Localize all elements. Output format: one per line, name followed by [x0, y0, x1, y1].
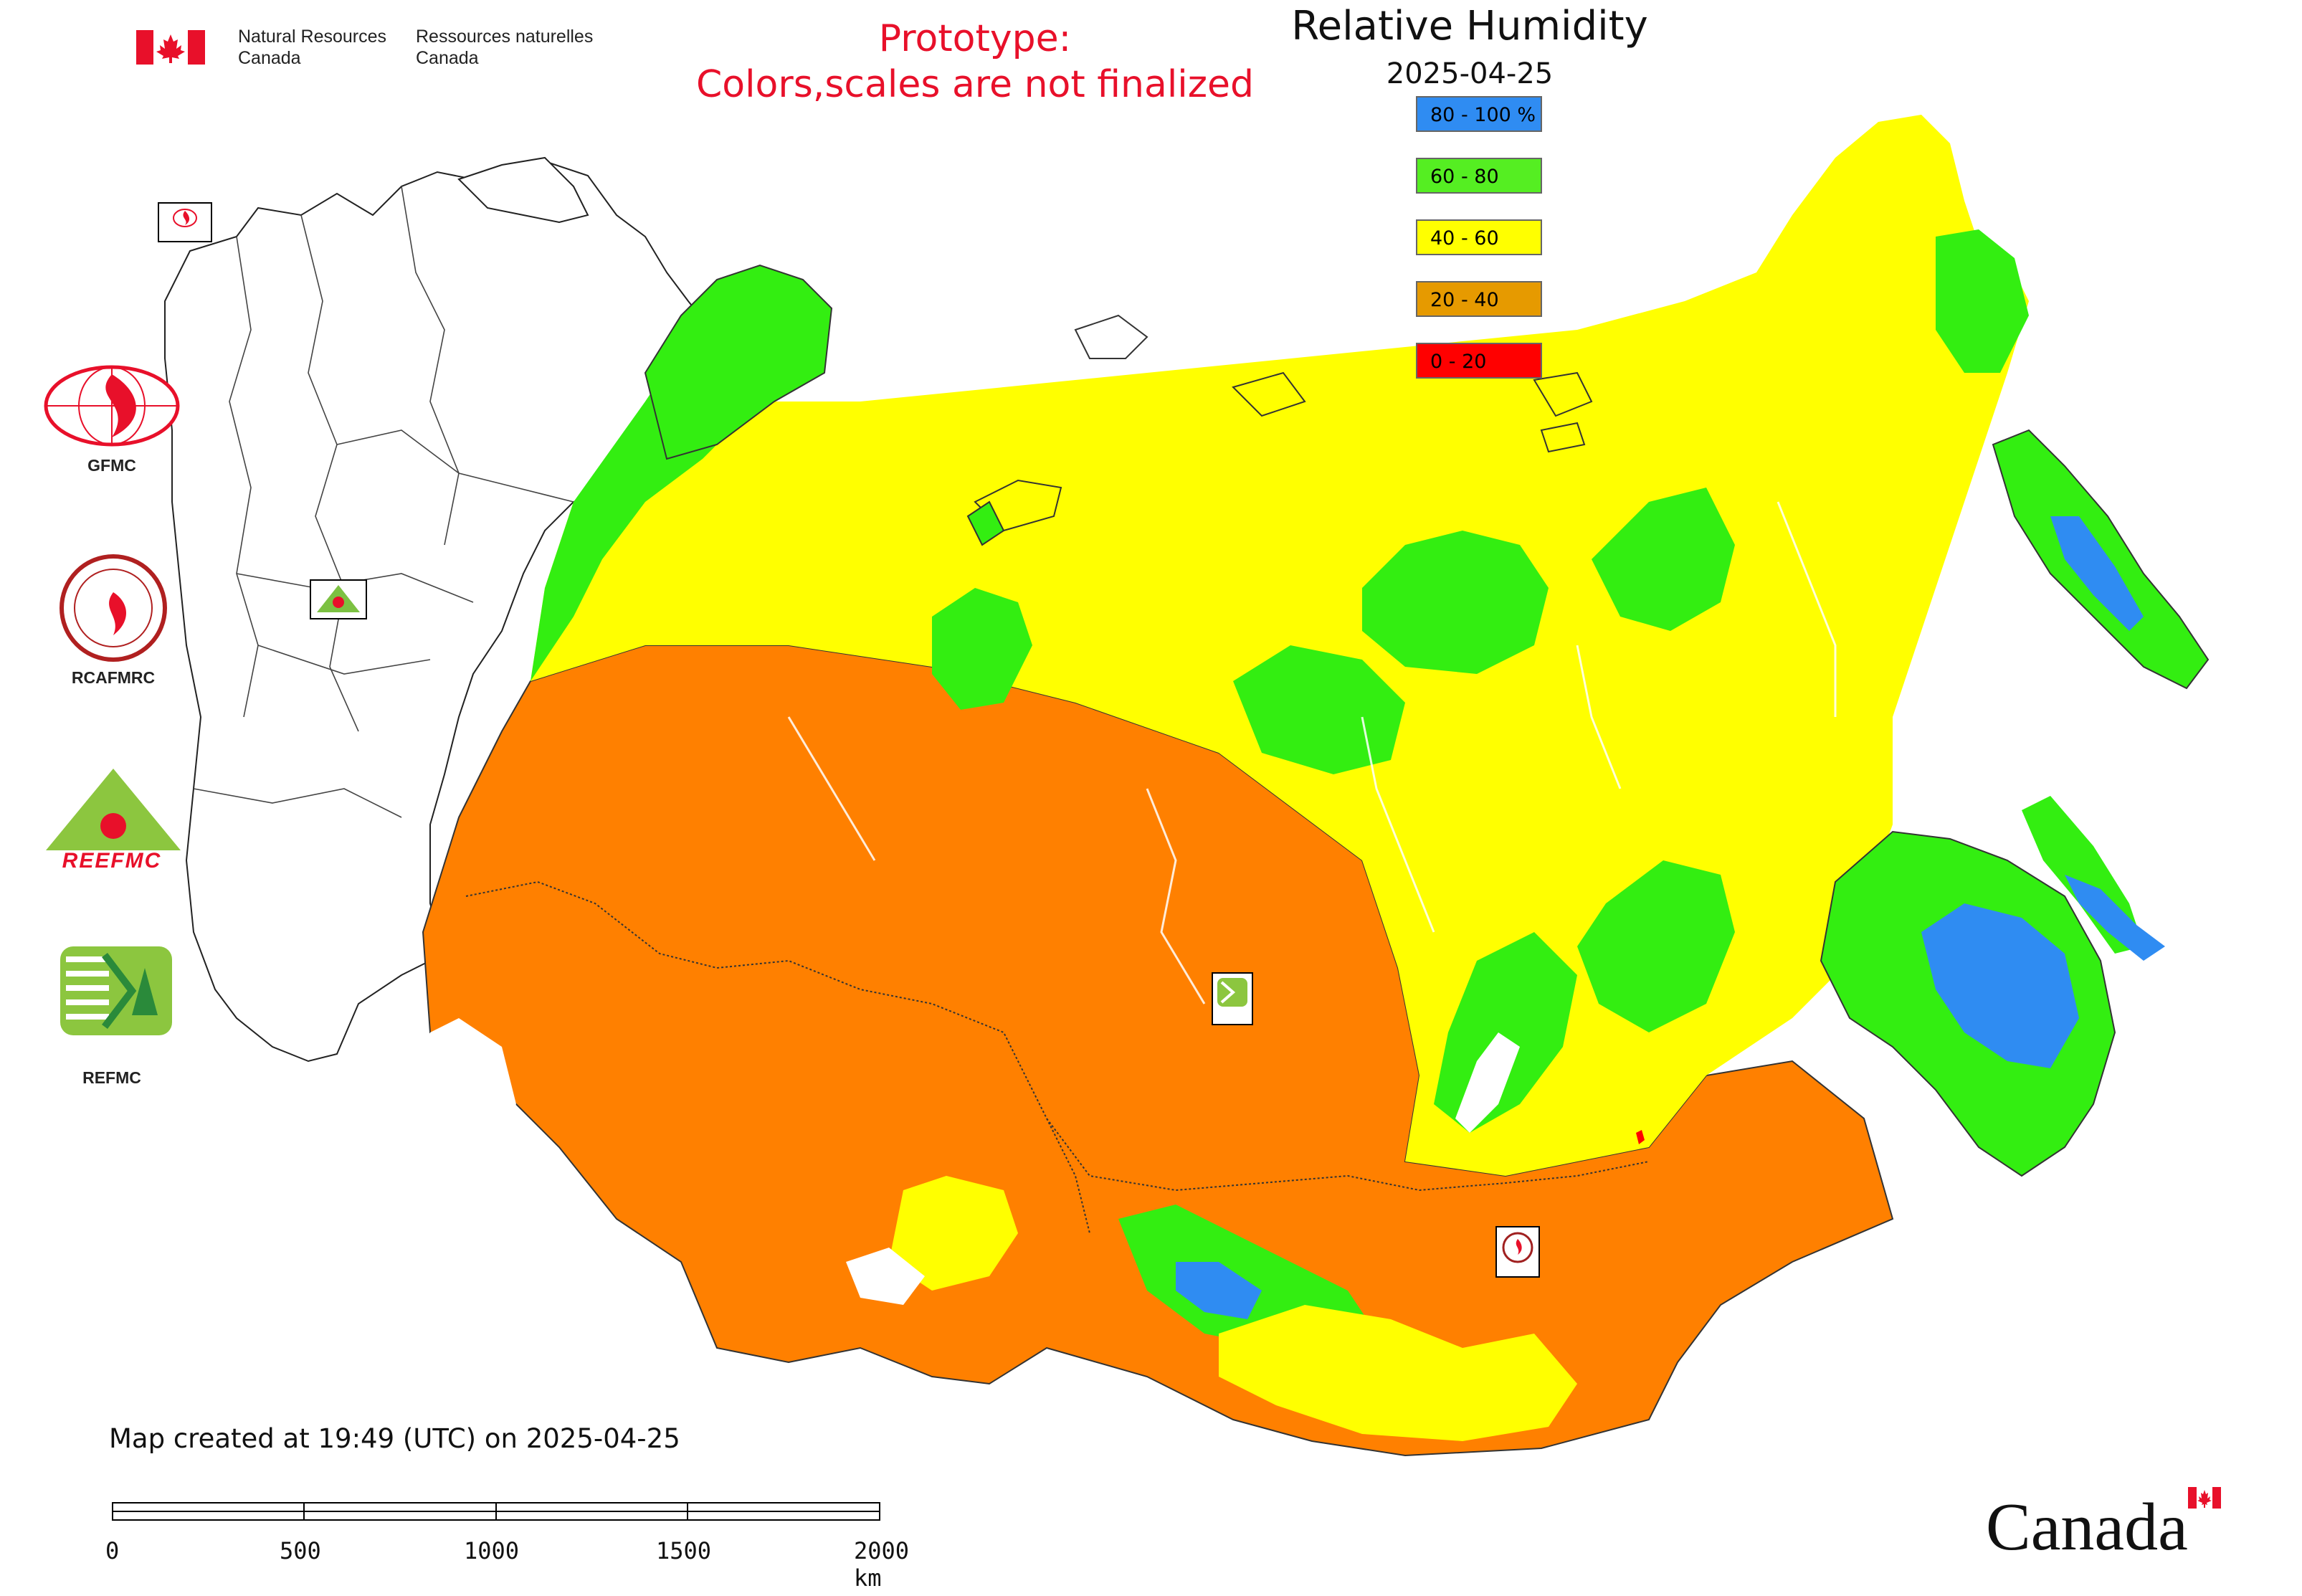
humid-zone-north-siberia — [1233, 645, 1405, 774]
scale-tick-label: 2000 km — [854, 1537, 910, 1592]
prototype-notice: Prototype: Colors,scales are not finaliz… — [695, 17, 1255, 106]
humid-zone-taimyr — [1362, 531, 1549, 674]
gfmc-marker-icon — [158, 202, 212, 242]
moderate-kazakh-south — [889, 1176, 1018, 1291]
canada-flag-icon — [136, 30, 205, 65]
humid-zone-kola — [644, 264, 833, 460]
very-dry-spot — [1636, 1130, 1645, 1144]
internal-borders — [193, 186, 574, 818]
map-date: 2025-04-25 — [1386, 57, 1554, 90]
arctic-islands — [966, 314, 1593, 546]
nrcan-signature: Natural Resources Canada Ressources natu… — [136, 26, 609, 76]
canada-wordmark: Canada — [1986, 1487, 2222, 1563]
org-name-en: Natural Resources Canada — [238, 27, 387, 68]
legend-item: 60 - 80 — [1416, 158, 1542, 194]
white-lakes-caspian — [430, 1018, 516, 1147]
reefmc-wordmark: REEFMC — [62, 849, 162, 873]
legend-item: 80 - 100 % — [1416, 96, 1542, 132]
very-humid-zone-altai — [1176, 1262, 1262, 1319]
moderate-mongolia — [1219, 1305, 1577, 1441]
org-name-fr: Ressources naturelles Canada — [416, 27, 594, 68]
scale-bar-graphic — [112, 1502, 880, 1521]
reefmc-logo-icon — [46, 769, 181, 850]
humid-zone-yakutia-north — [1592, 488, 1735, 631]
national-borders — [465, 880, 1650, 1234]
scale-tick-label: 1000 — [464, 1537, 520, 1564]
map-created-note: Map created at 19:49 (UTC) on 2025-04-25 — [109, 1423, 680, 1454]
humid-zone-magadan — [1577, 860, 1735, 1032]
white-lake-baikal — [1455, 1032, 1520, 1133]
gfmc-label: GFMC — [87, 456, 136, 475]
refmc-logo-icon — [60, 946, 172, 1035]
rcafmrc-label: RCAFMRC — [71, 668, 156, 687]
legend-item: 20 - 40 — [1416, 281, 1542, 317]
scale-bar: 0 500 1000 1500 2000 km — [105, 1501, 909, 1592]
canada-wordmark-flag-icon — [2188, 1487, 2221, 1509]
white-lake-aral — [846, 1248, 925, 1305]
rcafmrc-logo-icon — [60, 554, 167, 662]
very-humid-sea-okhotsk — [2065, 875, 2165, 961]
map-title: Relative Humidity — [1291, 3, 1648, 49]
rcafmrc-marker-icon — [1495, 1226, 1540, 1278]
scale-tick-label: 1500 — [656, 1537, 712, 1564]
very-humid-zone-kamchatka — [2050, 516, 2144, 631]
legend-item: 0 - 20 — [1416, 343, 1542, 379]
humid-zone-central-north — [932, 588, 1032, 710]
reefmc-marker-icon — [310, 579, 367, 619]
refmc-label: REFMC — [82, 1068, 141, 1087]
refmc-marker-icon — [1212, 972, 1253, 1025]
rivers — [787, 501, 1837, 1004]
russia-region — [422, 115, 2210, 1457]
scale-tick-label: 0 — [105, 1537, 120, 1564]
legend-item: 40 - 60 — [1416, 219, 1542, 255]
humid-zone-chukotka-west — [1936, 229, 2029, 373]
scale-tick-label: 500 — [280, 1537, 321, 1564]
very-humid-zone-far-east — [1921, 903, 2079, 1068]
gfmc-logo-icon — [44, 365, 180, 447]
